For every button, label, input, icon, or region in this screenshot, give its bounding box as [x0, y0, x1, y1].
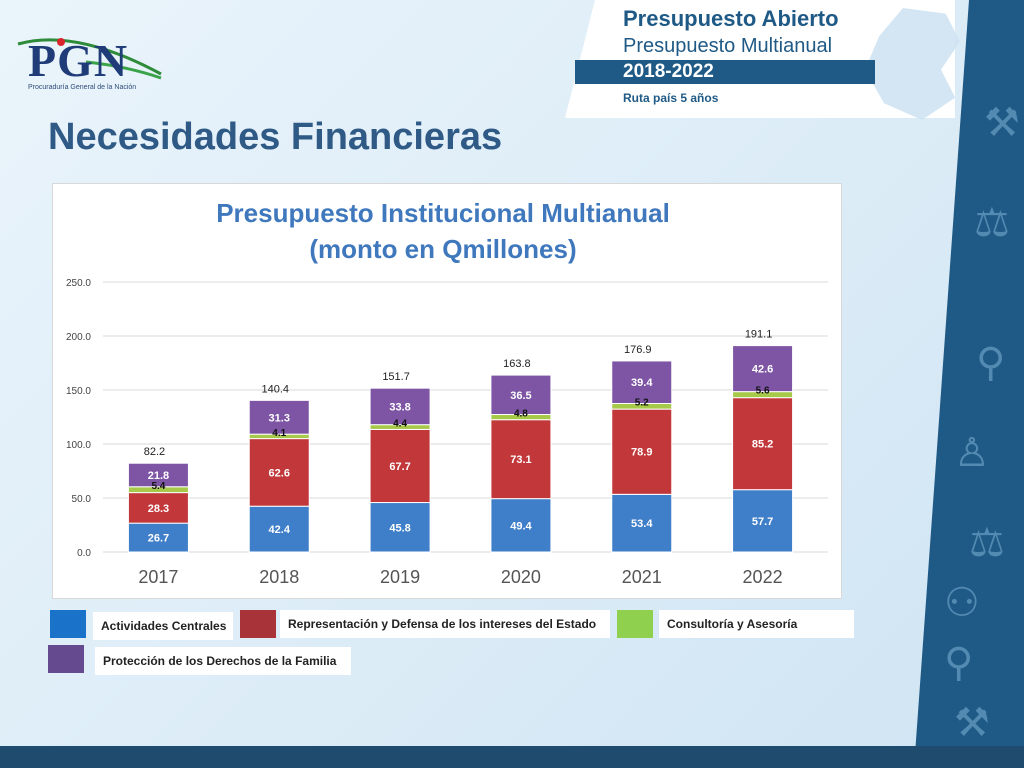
bar-segment — [732, 397, 794, 491]
data-label: 49.4 — [510, 520, 532, 532]
family-icon: ⚇ — [944, 580, 980, 626]
y-tick-label: 150.0 — [66, 386, 91, 397]
data-label: 53.4 — [631, 518, 653, 530]
bar-segment — [611, 360, 673, 404]
x-tick-label: 2019 — [380, 567, 420, 587]
data-label: 21.8 — [148, 470, 169, 482]
y-tick-label: 200.0 — [66, 332, 91, 343]
legend-swatch-proteccion — [48, 645, 84, 673]
legend-label-consultoria: Consultoría y Asesoría — [659, 610, 854, 638]
data-label: 5.2 — [635, 398, 649, 409]
x-tick-label: 2017 — [138, 567, 178, 587]
legend-swatch-actividades — [50, 610, 86, 638]
person-icon: ♙ — [954, 430, 990, 476]
legend-swatch-consultoria — [617, 610, 653, 638]
data-label: 28.3 — [148, 503, 169, 515]
legend-label-actividades: Actividades Centrales — [93, 612, 233, 640]
data-label: 42.4 — [269, 524, 291, 536]
bar-segment — [127, 522, 189, 553]
legend-swatch-representacion — [240, 610, 276, 638]
y-tick-label: 50.0 — [72, 494, 92, 505]
scale-icon: ⚖ — [969, 520, 1005, 566]
bar-segment — [611, 493, 673, 553]
footer-bar — [0, 746, 1024, 768]
page-title: Necesidades Financieras — [48, 116, 503, 158]
decorative-side-strip: ⚖ ⚲ ♙ ⚖ ⚇ ⚲ ⚒ ⚒ — [914, 0, 1024, 768]
data-label: 5.6 — [756, 386, 770, 397]
bar-segment — [369, 387, 431, 426]
banner-title: Presupuesto Abierto — [623, 6, 839, 31]
banner-years: 2018-2022 — [623, 61, 714, 82]
data-label: 85.2 — [752, 439, 773, 451]
scale-icon: ⚖ — [974, 200, 1010, 246]
data-label: 42.6 — [752, 364, 773, 376]
data-label: 4.1 — [272, 428, 286, 439]
banner-route: Ruta país 5 años — [623, 91, 719, 105]
chart-subtitle: (monto en Qmillones) — [309, 234, 576, 264]
years-bar — [575, 60, 875, 84]
total-label: 191.1 — [745, 329, 773, 341]
data-label: 26.7 — [148, 533, 169, 545]
chart-panel: Presupuesto Institucional Multianual (mo… — [52, 183, 842, 599]
gavel-icon: ⚒ — [954, 700, 990, 746]
data-label: 33.8 — [389, 401, 410, 413]
x-tick-label: 2020 — [501, 567, 541, 587]
x-tick-label: 2022 — [743, 567, 783, 587]
y-tick-label: 250.0 — [66, 278, 91, 289]
y-tick-label: 0.0 — [77, 548, 91, 559]
stacked-bar-chart: Presupuesto Institucional Multianual (mo… — [66, 198, 828, 587]
data-label: 31.3 — [269, 412, 290, 424]
bar-segment — [732, 345, 794, 393]
data-label: 78.9 — [631, 447, 652, 459]
magnifier-icon: ⚲ — [976, 340, 1006, 386]
total-label: 151.7 — [382, 371, 410, 383]
total-label: 140.4 — [261, 383, 289, 395]
data-label: 67.7 — [389, 461, 410, 473]
x-tick-label: 2018 — [259, 567, 299, 587]
bar-segment — [490, 498, 552, 553]
data-label: 4.4 — [393, 419, 407, 430]
pgn-logo: PGN Procuraduría General de la Nación — [16, 26, 166, 96]
magnifier-icon: ⚲ — [944, 640, 974, 686]
chart-title: Presupuesto Institucional Multianual — [216, 198, 670, 228]
bar-segment — [732, 489, 794, 553]
x-tick-label: 2021 — [622, 567, 662, 587]
bar-segment — [490, 374, 552, 416]
data-label: 57.7 — [752, 516, 773, 528]
data-label: 36.5 — [510, 390, 531, 402]
legend-label-proteccion: Protección de los Derechos de la Familia — [95, 647, 351, 675]
data-label: 39.4 — [631, 377, 653, 389]
bar-segment — [127, 462, 189, 488]
legend-label-representacion: Representación y Defensa de los interese… — [280, 610, 610, 638]
banner-subtitle: Presupuesto Multianual — [623, 35, 833, 57]
data-label: 4.8 — [514, 409, 528, 420]
bar-segment — [248, 505, 310, 553]
total-label: 163.8 — [503, 358, 531, 370]
data-label: 5.4 — [151, 481, 165, 492]
total-label: 176.9 — [624, 344, 652, 356]
bar-segment — [127, 492, 189, 524]
data-label: 45.8 — [389, 522, 410, 534]
data-label: 73.1 — [510, 454, 531, 466]
logo-swoosh — [17, 38, 162, 80]
logo-subtitle: Procuraduría General de la Nación — [28, 84, 137, 91]
gavel-icon: ⚒ — [984, 100, 1020, 146]
logo-text: PGN — [28, 35, 129, 86]
bar-segment — [369, 428, 431, 504]
bar-segment — [611, 408, 673, 495]
data-label: 62.6 — [269, 467, 290, 479]
bar-segment — [248, 399, 310, 435]
y-tick-label: 100.0 — [66, 440, 91, 451]
total-label: 82.2 — [144, 446, 165, 458]
